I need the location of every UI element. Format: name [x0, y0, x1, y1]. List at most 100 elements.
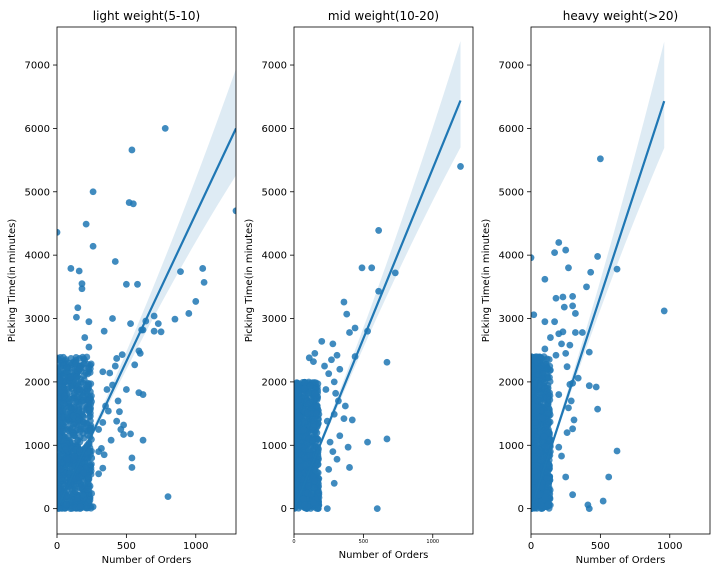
data-point — [118, 351, 126, 359]
data-point — [539, 414, 546, 422]
y-tick-label: 3000 — [25, 314, 50, 325]
data-point — [87, 400, 95, 408]
data-point — [295, 457, 303, 464]
data-point — [73, 313, 80, 321]
data-point — [572, 329, 579, 336]
data-point — [57, 475, 65, 482]
data-point — [531, 254, 535, 262]
data-point — [294, 402, 299, 410]
data-point — [232, 207, 236, 215]
data-point — [565, 404, 572, 412]
data-point — [294, 470, 299, 478]
data-point — [157, 328, 165, 336]
data-point — [328, 356, 335, 364]
data-point — [129, 200, 137, 208]
y-tick-label: 7000 — [25, 61, 50, 72]
data-point — [80, 372, 88, 380]
data-point — [134, 280, 141, 288]
data-point — [578, 329, 586, 336]
data-point — [332, 389, 340, 397]
data-point — [364, 438, 371, 446]
data-point — [583, 283, 590, 291]
data-point — [551, 249, 558, 257]
data-point — [559, 293, 567, 301]
data-point — [569, 302, 577, 310]
y-tick-label: 6000 — [262, 124, 287, 135]
data-point — [294, 379, 301, 387]
data-point — [551, 318, 558, 326]
x-tick-label: 500 — [117, 541, 136, 552]
data-point — [122, 386, 130, 393]
data-point — [185, 310, 193, 317]
x-tick-label: 1000 — [183, 541, 208, 552]
data-point — [117, 426, 125, 433]
data-point — [330, 479, 338, 487]
data-point — [171, 315, 179, 323]
data-point — [95, 470, 103, 478]
data-point — [200, 279, 208, 286]
data-point — [114, 397, 122, 405]
data-point — [294, 442, 302, 450]
data-point — [310, 484, 318, 492]
data-point — [85, 318, 93, 326]
data-point — [99, 368, 107, 376]
panel-light-weight: 0 1000 2000 3000 4000 5000 6000 7000 0 500 1000 lig… — [7, 9, 237, 566]
data-point — [71, 487, 79, 495]
data-point — [562, 246, 570, 254]
data-point — [150, 312, 158, 320]
data-point — [348, 416, 356, 424]
data-point — [85, 413, 93, 421]
data-point — [73, 373, 80, 381]
x-tick-label: 500 — [359, 539, 369, 545]
y-tick-label: 6000 — [499, 124, 524, 135]
data-point — [563, 429, 571, 436]
data-point — [154, 320, 162, 327]
data-point — [555, 391, 563, 398]
data-point — [531, 407, 537, 415]
data-point — [543, 475, 551, 482]
data-point — [541, 493, 549, 501]
data-point — [74, 494, 81, 502]
data-point — [545, 429, 553, 437]
data-point — [113, 417, 121, 425]
data-point — [294, 479, 300, 487]
y-tick-label: 7000 — [262, 61, 287, 72]
data-point — [66, 383, 74, 391]
data-point — [82, 220, 90, 228]
data-point — [321, 362, 328, 370]
y-tick-label: 3000 — [499, 314, 524, 325]
data-point — [68, 462, 76, 470]
data-point — [164, 493, 172, 501]
x-axis-label: Number of Orders — [339, 550, 429, 561]
plot-area — [531, 41, 668, 513]
data-point — [340, 415, 348, 423]
data-point — [309, 423, 317, 431]
data-point — [613, 447, 621, 455]
data-point — [100, 327, 108, 335]
data-point — [294, 392, 299, 400]
data-point — [560, 303, 568, 311]
data-point — [161, 124, 169, 132]
data-point — [99, 419, 107, 426]
data-point — [542, 443, 550, 451]
y-tick-label: 4000 — [262, 251, 287, 262]
data-point — [312, 462, 320, 470]
data-point — [70, 412, 77, 420]
data-point — [128, 454, 136, 462]
data-point — [67, 265, 75, 272]
data-point — [569, 425, 577, 433]
data-point — [99, 464, 107, 472]
data-point — [329, 340, 337, 348]
data-point — [605, 473, 613, 481]
data-point — [326, 438, 334, 446]
data-point — [531, 311, 538, 319]
x-axis-label: Number of Orders — [102, 555, 192, 566]
data-point — [95, 448, 103, 456]
data-point — [128, 146, 136, 154]
regression-line — [57, 127, 236, 510]
data-point — [599, 497, 607, 505]
x-tick-label: 0 — [54, 541, 60, 552]
data-point — [76, 386, 84, 394]
data-point — [312, 384, 320, 392]
data-point — [85, 407, 93, 414]
